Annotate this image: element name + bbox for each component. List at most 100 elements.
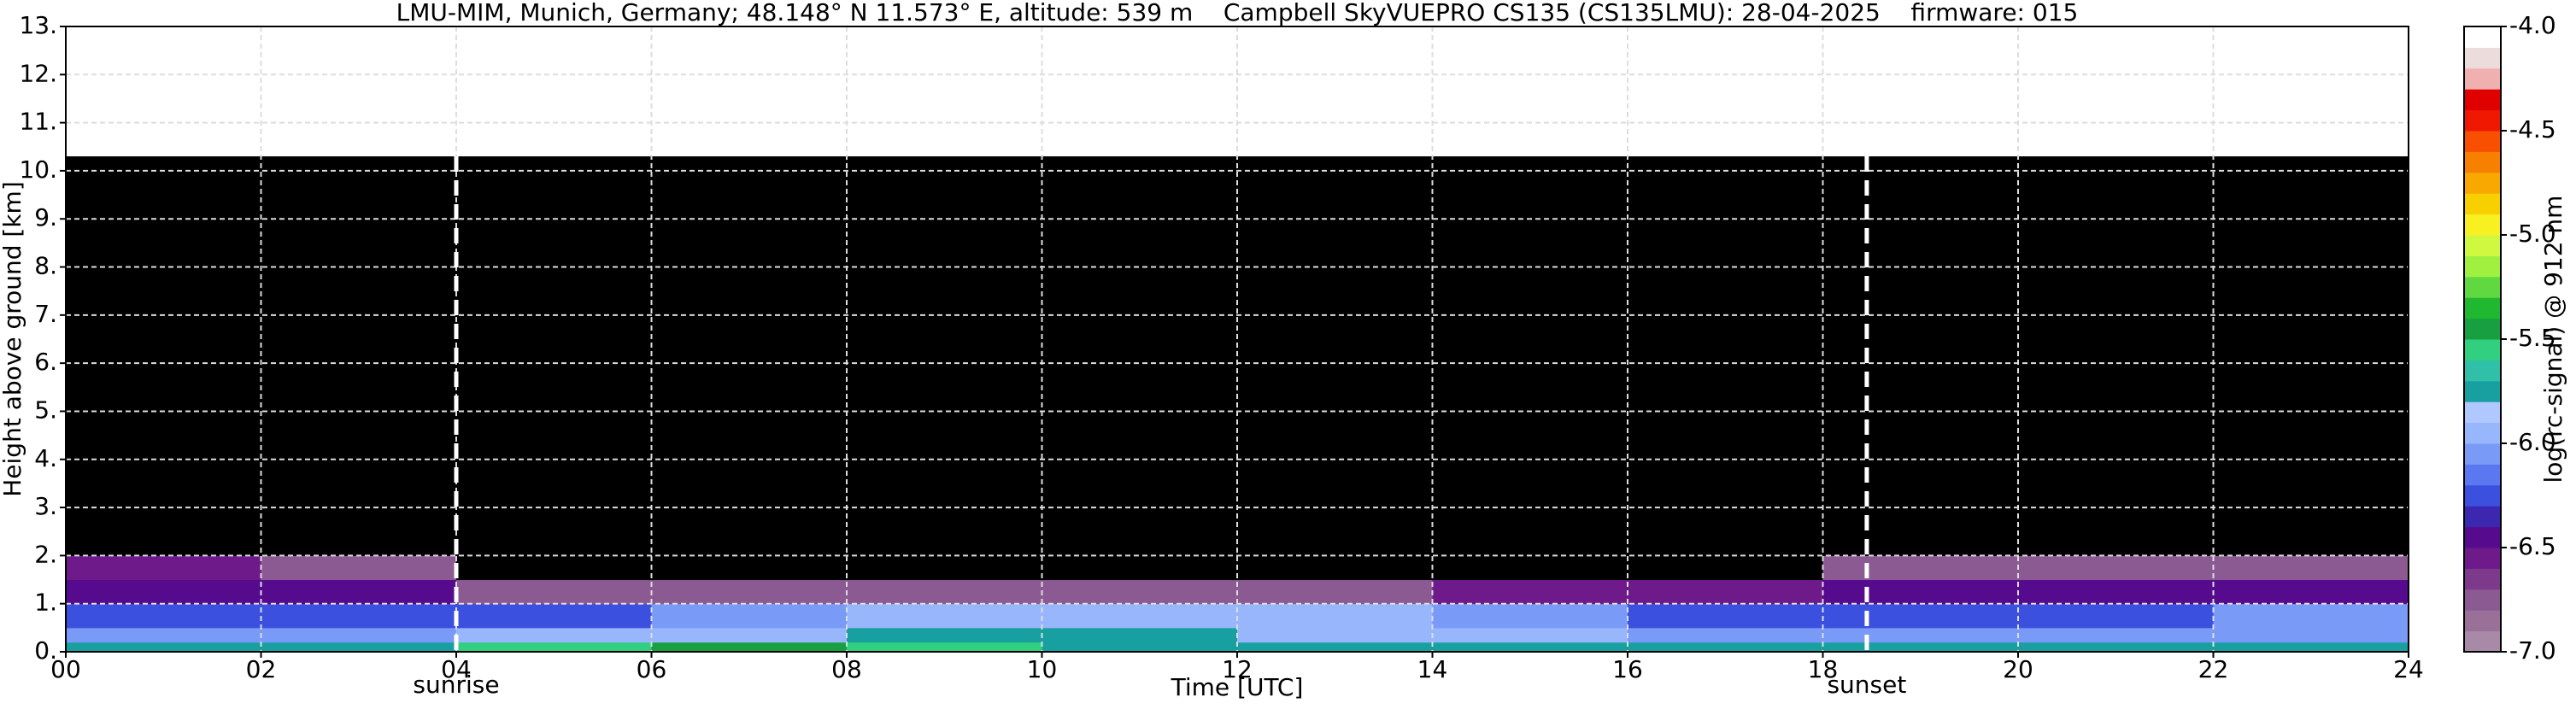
colorbar-tick-label: -6.0 bbox=[2509, 428, 2556, 456]
y-tick-label: 10. bbox=[19, 155, 57, 184]
heatmap-cell bbox=[1628, 603, 1823, 629]
colorbar-swatch bbox=[2464, 297, 2501, 319]
heatmap-cell bbox=[1237, 555, 1433, 581]
heatmap-cell bbox=[456, 579, 652, 605]
heatmap-cell bbox=[1432, 603, 1628, 629]
x-axis-label: Time [UTC] bbox=[1171, 673, 1304, 701]
heatmap-cell bbox=[1432, 627, 1628, 643]
colorbar-swatch bbox=[2464, 506, 2501, 528]
heatmap-cell bbox=[651, 579, 848, 605]
colorbar-swatch bbox=[2464, 630, 2501, 653]
heatmap-cell bbox=[847, 579, 1042, 605]
colorbar-swatch bbox=[2464, 548, 2501, 569]
y-tick-label: 12. bbox=[19, 59, 57, 87]
heatmap-cell bbox=[66, 642, 261, 653]
heatmap-cell bbox=[2213, 555, 2409, 581]
colorbar-swatch bbox=[2464, 193, 2501, 215]
x-tick-label: 10 bbox=[1027, 655, 1058, 683]
heatmap-cell bbox=[1042, 579, 1238, 605]
heatmap-cell bbox=[651, 156, 848, 556]
colorbar-swatch bbox=[2464, 26, 2501, 48]
colorbar-swatch bbox=[2464, 235, 2501, 256]
heatmap-cell bbox=[1822, 156, 2019, 556]
heatmap-cell bbox=[847, 627, 1042, 643]
heatmap-cell bbox=[261, 627, 457, 643]
heatmap-cell bbox=[2213, 603, 2409, 629]
x-tick-label: 12 bbox=[1222, 655, 1253, 683]
y-tick-label: 0. bbox=[34, 636, 57, 665]
heatmap-cell bbox=[847, 603, 1042, 629]
heatmap-cell bbox=[1628, 627, 1823, 643]
heatmap-cell bbox=[2018, 627, 2214, 643]
colorbar-swatch bbox=[2464, 484, 2501, 507]
y-tick-label: 3. bbox=[34, 492, 57, 520]
colorbar-swatch bbox=[2464, 67, 2501, 90]
heatmap-cell bbox=[1237, 156, 1433, 556]
heatmap-cell bbox=[1628, 579, 1823, 605]
y-tick-label: 7. bbox=[34, 300, 57, 328]
heatmap-cell bbox=[847, 642, 1042, 653]
heatmap-cell bbox=[261, 579, 457, 605]
y-tick-label: 13. bbox=[19, 11, 57, 39]
x-tick-label: 18 bbox=[1808, 655, 1839, 683]
colorbar-tick-label: -4.5 bbox=[2509, 115, 2556, 144]
heatmap-cell bbox=[847, 555, 1042, 581]
colorbar-swatch bbox=[2464, 276, 2501, 298]
heatmap-cell bbox=[1237, 579, 1433, 605]
x-tick-label: 24 bbox=[2393, 655, 2424, 683]
colorbar-swatch bbox=[2464, 443, 2501, 465]
y-tick-label: 9. bbox=[34, 203, 57, 231]
y-tick-label: 4. bbox=[34, 444, 57, 472]
heatmap-cell bbox=[456, 555, 652, 581]
y-axis-label: Height above ground [km] bbox=[0, 181, 26, 497]
y-tick-label: 2. bbox=[34, 540, 57, 568]
colorbar-tick-label: -7.0 bbox=[2509, 636, 2556, 665]
heatmap-cell bbox=[66, 555, 261, 581]
heatmap-cell bbox=[1822, 642, 2019, 653]
heatmap-cell bbox=[1822, 627, 2019, 643]
y-tick-label: 5. bbox=[34, 396, 57, 424]
colorbar-swatch bbox=[2464, 318, 2501, 340]
colorbar-swatch bbox=[2464, 568, 2501, 590]
x-tick-label: 06 bbox=[637, 655, 667, 683]
heatmap-cell bbox=[456, 156, 652, 556]
colorbar-swatch bbox=[2464, 131, 2501, 152]
heatmap-cell bbox=[1042, 156, 1238, 556]
annotation-label: sunrise bbox=[413, 671, 499, 699]
plot-frame bbox=[65, 26, 2409, 653]
heatmap-cell bbox=[847, 156, 1042, 556]
heatmap-cell bbox=[261, 156, 457, 556]
heatmap-cell bbox=[1237, 642, 1433, 653]
heatmap-cell bbox=[651, 603, 848, 629]
heatmap-cell bbox=[1042, 627, 1238, 643]
colorbar-swatch bbox=[2464, 255, 2501, 278]
heatmap-cell bbox=[651, 642, 848, 653]
heatmap-cell bbox=[261, 555, 457, 581]
colorbar-swatch bbox=[2464, 172, 2501, 194]
colorbar-label: log(rc-signal) @ 912 nm bbox=[2539, 196, 2567, 483]
annotation-label: sunset bbox=[1827, 671, 1906, 699]
heatmap-cell bbox=[1237, 603, 1433, 629]
x-tick-label: 16 bbox=[1612, 655, 1643, 683]
heatmap-cell bbox=[2213, 156, 2409, 556]
colorbar-swatch bbox=[2464, 526, 2501, 548]
heatmap-cell bbox=[2213, 579, 2409, 605]
colorbar-tick-label: -5.0 bbox=[2509, 220, 2556, 248]
heatmap-cell bbox=[1432, 555, 1628, 581]
heatmap-cell bbox=[1822, 579, 2019, 605]
heatmap-cell bbox=[1432, 579, 1628, 605]
colorbar-swatch bbox=[2464, 109, 2501, 132]
colorbar-tick-label: -4.0 bbox=[2509, 11, 2556, 39]
colorbar-swatch bbox=[2464, 589, 2501, 611]
heatmap-cell bbox=[66, 579, 261, 605]
colorbar-swatch bbox=[2464, 151, 2501, 173]
colorbar-swatch bbox=[2464, 464, 2501, 486]
heatmap-cell bbox=[2018, 579, 2214, 605]
colorbar-tick-label: -5.5 bbox=[2509, 324, 2556, 352]
colorbar-swatch bbox=[2464, 339, 2501, 360]
x-tick-label: 02 bbox=[246, 655, 277, 683]
heatmap-cell bbox=[456, 627, 652, 643]
heatmap-cell bbox=[1822, 555, 2019, 581]
x-tick-label: 04 bbox=[441, 655, 472, 683]
